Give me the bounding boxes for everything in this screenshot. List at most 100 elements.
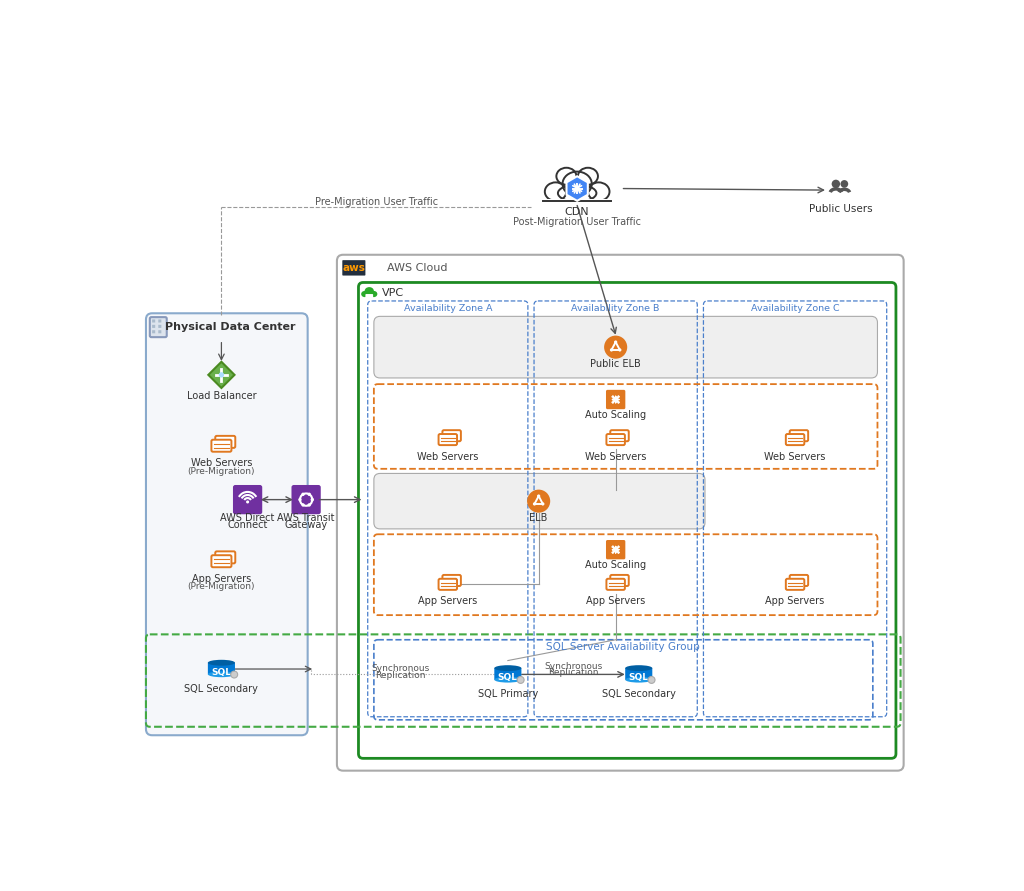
FancyBboxPatch shape: [337, 255, 903, 771]
Text: Public ELB: Public ELB: [590, 359, 641, 369]
FancyBboxPatch shape: [150, 317, 167, 337]
FancyBboxPatch shape: [211, 440, 231, 452]
Circle shape: [246, 501, 249, 503]
Ellipse shape: [556, 168, 577, 184]
Text: Synchronous: Synchronous: [544, 662, 602, 671]
Text: Replication: Replication: [548, 668, 599, 677]
Text: SQL Secondary: SQL Secondary: [602, 690, 676, 699]
Text: Synchronous: Synchronous: [372, 664, 430, 673]
Text: SQL: SQL: [498, 673, 518, 682]
Circle shape: [301, 503, 305, 507]
FancyBboxPatch shape: [159, 320, 162, 323]
Circle shape: [542, 503, 545, 505]
Text: Availability Zone C: Availability Zone C: [751, 304, 840, 313]
Ellipse shape: [626, 676, 652, 683]
Text: Gateway: Gateway: [285, 520, 328, 530]
FancyBboxPatch shape: [785, 579, 804, 590]
FancyBboxPatch shape: [442, 430, 461, 441]
FancyBboxPatch shape: [292, 485, 321, 514]
FancyBboxPatch shape: [438, 579, 457, 590]
Circle shape: [310, 498, 314, 502]
FancyBboxPatch shape: [215, 552, 236, 563]
Text: aws: aws: [342, 263, 366, 273]
Circle shape: [841, 180, 848, 188]
Ellipse shape: [208, 660, 234, 666]
Text: Web Servers: Web Servers: [585, 452, 646, 462]
FancyBboxPatch shape: [610, 575, 629, 586]
Ellipse shape: [588, 183, 609, 200]
Text: AWS Direct: AWS Direct: [220, 513, 274, 523]
FancyBboxPatch shape: [626, 668, 652, 680]
FancyBboxPatch shape: [438, 434, 457, 446]
Text: Post-Migration User Traffic: Post-Migration User Traffic: [513, 217, 641, 227]
Circle shape: [517, 676, 524, 683]
Polygon shape: [566, 176, 588, 200]
Ellipse shape: [578, 168, 598, 184]
Text: (Pre-Migration): (Pre-Migration): [187, 467, 255, 476]
FancyBboxPatch shape: [153, 320, 156, 323]
Text: Auto Scaling: Auto Scaling: [585, 410, 646, 420]
Text: Web Servers: Web Servers: [417, 452, 478, 462]
FancyBboxPatch shape: [442, 575, 461, 586]
Ellipse shape: [626, 666, 652, 671]
Text: Physical Data Center: Physical Data Center: [166, 323, 296, 332]
Circle shape: [230, 671, 238, 678]
FancyBboxPatch shape: [159, 325, 162, 328]
Text: SQL Secondary: SQL Secondary: [184, 684, 258, 694]
Text: Availability Zone B: Availability Zone B: [571, 304, 659, 313]
Ellipse shape: [545, 183, 566, 200]
Text: Availability Zone A: Availability Zone A: [403, 304, 493, 313]
FancyBboxPatch shape: [790, 575, 808, 586]
FancyBboxPatch shape: [495, 668, 521, 680]
Ellipse shape: [371, 291, 378, 297]
Text: ELB: ELB: [529, 513, 548, 523]
Circle shape: [298, 498, 302, 502]
Circle shape: [648, 676, 655, 683]
Text: SQL: SQL: [629, 673, 649, 682]
FancyBboxPatch shape: [153, 331, 156, 333]
Text: App Servers: App Servers: [586, 596, 645, 606]
FancyBboxPatch shape: [606, 434, 625, 446]
Text: App Servers: App Servers: [766, 596, 824, 606]
FancyBboxPatch shape: [215, 436, 236, 448]
Text: Web Servers: Web Servers: [764, 452, 825, 462]
Text: Connect: Connect: [227, 520, 268, 530]
FancyBboxPatch shape: [790, 430, 808, 441]
Text: AWS Cloud: AWS Cloud: [387, 263, 447, 273]
Text: Auto Scaling: Auto Scaling: [585, 560, 646, 570]
Text: Load Balancer: Load Balancer: [186, 391, 256, 402]
FancyBboxPatch shape: [366, 294, 373, 300]
Text: AWS Transit: AWS Transit: [278, 513, 335, 523]
Ellipse shape: [495, 676, 521, 683]
Circle shape: [604, 336, 628, 359]
Circle shape: [219, 372, 224, 378]
Text: Replication: Replication: [376, 671, 426, 680]
Text: SQL Primary: SQL Primary: [478, 690, 538, 699]
Text: SQL: SQL: [211, 667, 231, 676]
FancyBboxPatch shape: [606, 579, 625, 590]
Circle shape: [537, 495, 541, 498]
Text: Pre-Migration User Traffic: Pre-Migration User Traffic: [314, 197, 437, 207]
Circle shape: [527, 490, 550, 512]
Ellipse shape: [558, 184, 596, 201]
FancyBboxPatch shape: [785, 434, 804, 446]
FancyBboxPatch shape: [153, 325, 156, 328]
Ellipse shape: [495, 666, 521, 671]
Bar: [539, 200, 615, 208]
FancyBboxPatch shape: [211, 555, 231, 568]
Text: CDN: CDN: [565, 207, 590, 217]
Circle shape: [614, 340, 617, 344]
FancyBboxPatch shape: [374, 316, 878, 378]
FancyBboxPatch shape: [146, 314, 307, 735]
Text: Public Users: Public Users: [809, 203, 872, 214]
Circle shape: [610, 348, 613, 352]
FancyBboxPatch shape: [374, 473, 705, 529]
Text: Web Servers: Web Servers: [190, 459, 252, 469]
Text: App Servers: App Servers: [191, 574, 251, 584]
Polygon shape: [208, 362, 234, 388]
Circle shape: [301, 493, 305, 496]
FancyBboxPatch shape: [606, 390, 626, 409]
FancyBboxPatch shape: [159, 331, 162, 333]
FancyBboxPatch shape: [610, 430, 629, 441]
Circle shape: [307, 493, 311, 496]
